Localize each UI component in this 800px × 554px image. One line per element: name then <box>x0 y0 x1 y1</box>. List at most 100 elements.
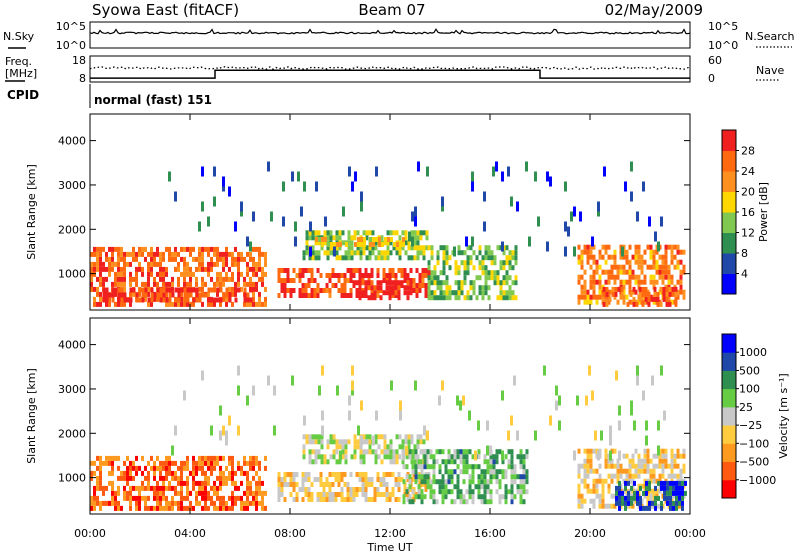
echo-cell <box>231 460 234 466</box>
echo-cell <box>371 245 375 251</box>
echo-cell <box>144 485 147 491</box>
echo-cell <box>353 434 357 440</box>
echo-cell <box>237 276 240 282</box>
power-colorbar-label: Power [dB] <box>757 182 770 242</box>
echo-cell <box>607 299 611 305</box>
echo-cell <box>183 276 186 282</box>
echo-cell <box>234 287 238 293</box>
echo-cell <box>478 265 482 271</box>
echo-cell <box>305 245 309 251</box>
echo-cell <box>258 261 261 267</box>
echo-cell <box>508 260 512 266</box>
echo-cell <box>267 161 270 172</box>
echo-cell <box>258 251 261 257</box>
echo-cell <box>439 270 443 276</box>
echo-cell <box>477 420 480 431</box>
echo-cell <box>643 274 647 280</box>
echo-cell <box>192 470 195 476</box>
echo-cell <box>595 483 599 489</box>
echo-cell <box>171 301 174 307</box>
echo-cell <box>592 274 596 280</box>
echo-cell <box>246 251 249 257</box>
echo-cell <box>383 444 387 450</box>
echo-cell <box>213 500 216 506</box>
echo-cell <box>676 463 680 469</box>
echo-cell <box>362 250 366 256</box>
echo-cell <box>543 365 546 376</box>
echo-cell <box>123 261 126 267</box>
echo-cell <box>661 453 665 459</box>
echo-cell <box>162 251 165 257</box>
echo-cell <box>397 295 401 301</box>
echo-cell <box>643 249 647 255</box>
echo-cell <box>401 439 405 445</box>
echo-cell <box>283 293 287 298</box>
echo-cell <box>183 301 186 307</box>
echo-cell <box>132 287 136 293</box>
echo-cell <box>153 475 156 481</box>
echo-cell <box>385 487 389 492</box>
echo-cell <box>610 269 614 275</box>
echo-cell <box>411 469 415 475</box>
echo-cell <box>361 273 365 278</box>
echo-cell <box>234 291 237 297</box>
echo-cell <box>168 465 171 471</box>
echo-cell <box>444 464 448 470</box>
echo-cell <box>660 485 663 491</box>
echo-cell <box>286 273 290 278</box>
echo-cell <box>192 271 195 277</box>
echo-cell <box>120 256 123 262</box>
echo-cell <box>673 254 677 260</box>
echo-cell <box>356 250 360 256</box>
echo-cell <box>216 291 219 297</box>
echo-cell <box>201 495 204 501</box>
echo-cell <box>325 288 329 293</box>
echo-cell <box>462 479 466 485</box>
echo-cell <box>156 455 159 461</box>
echo-cell <box>129 470 132 476</box>
echo-cell <box>628 264 632 270</box>
echo-cell <box>382 472 386 477</box>
echo-cell <box>347 235 351 241</box>
echo-cell <box>286 288 290 293</box>
echo-cell <box>353 444 357 450</box>
echo-cell <box>328 497 332 502</box>
echo-cell <box>150 266 153 272</box>
echo-cell <box>207 480 210 486</box>
echo-cell <box>315 181 318 192</box>
echo-cell <box>406 477 410 482</box>
echo-cell <box>675 485 678 491</box>
colorbar-tick-label: 500 <box>739 364 760 377</box>
echo-cell <box>102 266 105 272</box>
echo-cell <box>174 301 177 307</box>
echo-cell <box>252 261 255 267</box>
echo-cell <box>219 485 222 491</box>
echo-cell <box>377 454 381 460</box>
echo-cell <box>319 273 323 278</box>
echo-cell <box>514 295 518 301</box>
echo-cell <box>653 286 657 292</box>
echo-cell <box>401 459 405 465</box>
echo-cell <box>453 449 457 455</box>
echo-cell <box>416 434 420 440</box>
echo-cell <box>186 455 189 461</box>
velocity-ylabel: Slant Range [km] <box>25 368 38 464</box>
echo-cell <box>618 500 621 506</box>
echo-cell <box>246 236 249 247</box>
echo-cell <box>586 473 590 479</box>
echo-cell <box>207 297 211 303</box>
echo-cell <box>99 271 102 277</box>
echo-cell <box>126 455 129 461</box>
echo-cell <box>234 500 237 506</box>
echo-cell <box>399 410 402 421</box>
echo-cell <box>329 235 333 241</box>
echo-cell <box>120 266 123 272</box>
echo-cell <box>406 290 410 296</box>
echo-cell <box>317 250 321 256</box>
echo-cell <box>207 495 210 501</box>
echo-cell <box>583 249 587 255</box>
echo-cell <box>252 256 255 262</box>
echo-cell <box>391 492 395 497</box>
echo-cell <box>308 439 312 445</box>
echo-cell <box>630 485 633 491</box>
